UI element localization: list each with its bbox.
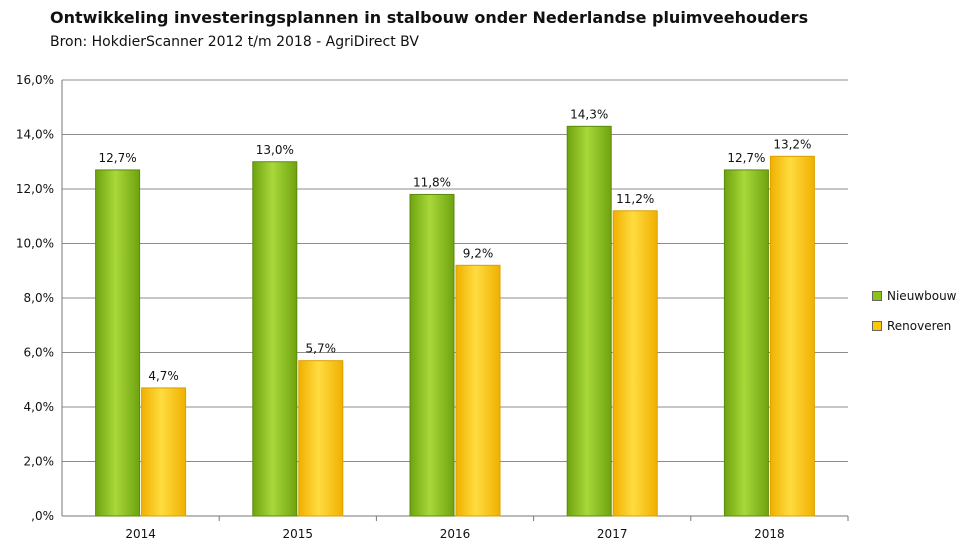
x-tick-label: 2015 (283, 527, 314, 541)
x-tick-label: 2017 (597, 527, 628, 541)
y-tick-label: 8,0% (24, 291, 55, 305)
x-tick-label: 2018 (754, 527, 785, 541)
y-tick-label: 6,0% (24, 346, 55, 360)
data-label-nieuwbouw-2014: 12,7% (99, 151, 137, 165)
bar-renoveren-2016 (455, 264, 501, 517)
data-label-renoveren-2017: 11,2% (616, 192, 654, 206)
bar-nieuwbouw-2015 (252, 161, 298, 517)
bar-renoveren-2018 (769, 155, 815, 517)
y-tick-label: 12,0% (16, 182, 54, 196)
legend-label-renoveren: Renoveren (887, 319, 952, 333)
y-tick-label: 4,0% (24, 400, 55, 414)
x-tick-label: 2014 (125, 527, 156, 541)
y-tick-label: ,0% (31, 509, 54, 523)
chart-subtitle: Bron: HokdierScanner 2012 t/m 2018 - Agr… (50, 34, 419, 50)
bar-renoveren-2015 (298, 360, 344, 517)
y-tick-label: 14,0% (16, 128, 54, 142)
legend-swatch-nieuwbouw (872, 291, 882, 301)
chart-title: Ontwikkeling investeringsplannen in stal… (50, 8, 809, 27)
y-tick-label: 10,0% (16, 237, 54, 251)
legend-item-renoveren: Renoveren (872, 317, 957, 335)
y-axis-ticks: ,0% 2,0% 4,0% 6,0% 8,0% 10,0% 12,0% 14,0% 16,0% (16, 73, 54, 523)
x-tick-label: 2016 (440, 527, 471, 541)
y-tick-label: 16,0% (16, 73, 54, 87)
gridlines (61, 79, 848, 517)
legend: Nieuwbouw Renoveren (872, 287, 957, 347)
data-labels: 12,7% 4,7% 13,0% 5,7% 11,8% 9,2% 14,3% 11,2% 12,… (99, 107, 812, 383)
bar-nieuwbouw-2016 (409, 193, 455, 517)
legend-item-nieuwbouw: Nieuwbouw (872, 287, 957, 305)
bar-nieuwbouw-2017 (566, 125, 612, 517)
data-label-renoveren-2015: 5,7% (306, 342, 337, 356)
legend-swatch-renoveren (872, 321, 882, 331)
y-tick-label: 2,0% (24, 455, 55, 469)
data-label-nieuwbouw-2018: 12,7% (727, 151, 765, 165)
data-label-nieuwbouw-2016: 11,8% (413, 175, 451, 189)
bar-nieuwbouw-2014 (95, 169, 141, 517)
data-label-nieuwbouw-2017: 14,3% (570, 107, 608, 121)
legend-label-nieuwbouw: Nieuwbouw (887, 289, 957, 303)
x-axis-ticks: 2014 2015 2016 2017 2018 (125, 516, 849, 541)
bar-renoveren-2017 (612, 210, 658, 517)
data-label-renoveren-2016: 9,2% (463, 246, 494, 260)
data-label-nieuwbouw-2015: 13,0% (256, 143, 294, 157)
data-label-renoveren-2018: 13,2% (773, 137, 811, 151)
bar-renoveren-2014 (141, 387, 187, 517)
bar-nieuwbouw-2018 (723, 169, 769, 517)
bars (95, 125, 815, 517)
data-label-renoveren-2014: 4,7% (148, 369, 179, 383)
